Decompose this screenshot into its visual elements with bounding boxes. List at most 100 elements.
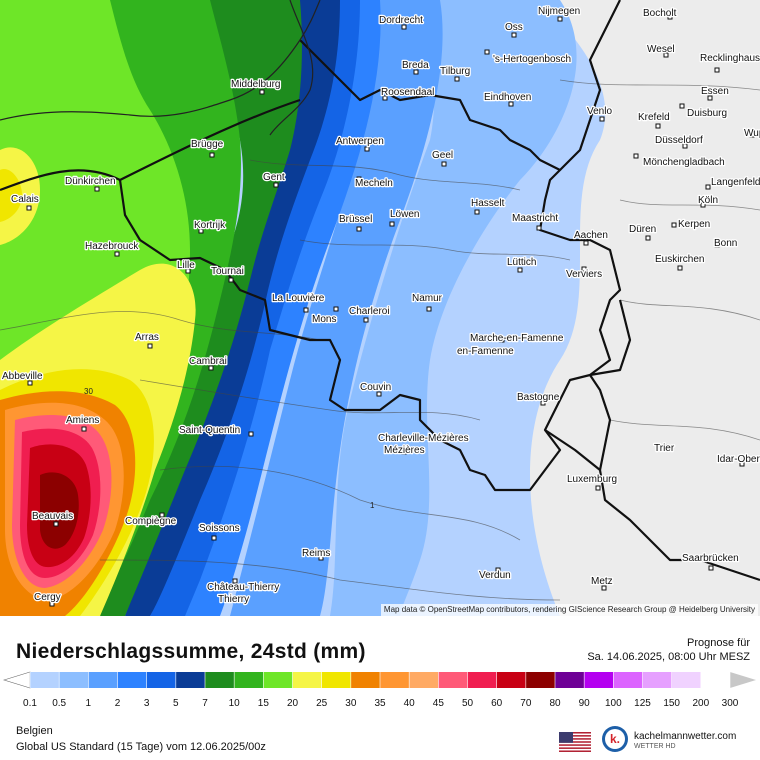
scale-swatch bbox=[380, 672, 410, 688]
city-marker[interactable]: Tournai bbox=[210, 265, 245, 283]
kachelmann-logo-icon[interactable]: k. bbox=[602, 726, 628, 752]
city-marker[interactable]: Compiègne bbox=[124, 512, 178, 528]
scale-swatch bbox=[671, 672, 702, 688]
city-marker[interactable]: Saarbrücken bbox=[681, 552, 740, 571]
svg-text:Maastricht: Maastricht bbox=[512, 213, 558, 224]
city-marker[interactable]: Recklinghausen bbox=[699, 52, 760, 73]
city-marker[interactable]: Duisburg bbox=[679, 103, 728, 120]
city-marker[interactable]: Tilburg bbox=[439, 65, 472, 82]
scale-swatch bbox=[30, 672, 60, 688]
city-marker[interactable]: Mons bbox=[311, 306, 339, 326]
city-marker[interactable]: Bonn bbox=[713, 237, 739, 251]
band-0-5 bbox=[330, 0, 577, 616]
city-marker[interactable]: Essen bbox=[700, 85, 730, 101]
scale-tick-label: 60 bbox=[491, 698, 503, 709]
color-scale-bar bbox=[2, 671, 756, 689]
svg-text:Löwen: Löwen bbox=[390, 209, 419, 220]
svg-text:Reims: Reims bbox=[302, 548, 330, 559]
city-marker[interactable]: Löwen bbox=[389, 208, 421, 227]
city-marker[interactable]: Abbeville bbox=[1, 370, 44, 386]
city-marker[interactable]: Cergy bbox=[33, 591, 62, 607]
svg-text:Trier: Trier bbox=[654, 443, 675, 454]
scale-tick-label: 70 bbox=[520, 698, 532, 709]
svg-text:Saint-Quentin: Saint-Quentin bbox=[179, 425, 240, 436]
city-marker[interactable]: Wesel bbox=[646, 43, 676, 58]
city-marker[interactable]: Kortrijk bbox=[193, 219, 227, 234]
city-marker[interactable]: Oss bbox=[504, 21, 524, 38]
city-marker[interactable]: Calais bbox=[10, 193, 40, 211]
svg-text:Nijmegen: Nijmegen bbox=[538, 6, 580, 17]
city-marker[interactable]: Breda bbox=[401, 59, 430, 75]
city-marker[interactable]: Idar-Oberstein bbox=[716, 453, 760, 467]
city-marker[interactable]: Charleroi bbox=[348, 305, 391, 323]
precipitation-map[interactable]: Dordrecht Nijmegen Bocholt Oss Wesel Bre… bbox=[0, 0, 760, 616]
scale-swatch bbox=[496, 672, 527, 688]
city-marker[interactable]: Beauvais bbox=[31, 510, 74, 527]
city-marker[interactable]: Kerpen bbox=[671, 218, 712, 231]
city-marker[interactable]: Bocholt bbox=[642, 7, 678, 21]
city-marker[interactable]: Soissons bbox=[198, 522, 241, 541]
svg-text:Breda: Breda bbox=[402, 60, 429, 71]
city-marker[interactable]: Metz bbox=[590, 575, 614, 591]
city-marker[interactable]: Antwerpen bbox=[335, 135, 385, 152]
city-marker[interactable]: Geel bbox=[431, 149, 454, 167]
city-marker[interactable]: Luxemburg bbox=[566, 473, 618, 491]
scale-swatch bbox=[88, 672, 118, 688]
city-marker[interactable]: Brügge bbox=[190, 138, 225, 158]
city-marker[interactable]: Gent bbox=[262, 171, 286, 188]
svg-text:Middelburg: Middelburg bbox=[231, 79, 280, 90]
svg-text:Metz: Metz bbox=[591, 576, 613, 587]
city-marker[interactable]: Charleville-Mézières bbox=[377, 432, 470, 455]
city-marker[interactable]: Wuppertal bbox=[743, 127, 760, 141]
city-marker[interactable]: Reims bbox=[301, 547, 332, 561]
city-marker[interactable]: Lüttich bbox=[506, 256, 538, 273]
city-marker[interactable]: Lille bbox=[176, 259, 197, 274]
city-marker[interactable]: Mecheln bbox=[354, 176, 394, 190]
svg-text:Namur: Namur bbox=[412, 293, 443, 304]
city-marker[interactable]: Verviers bbox=[565, 266, 603, 281]
city-marker[interactable]: Marche-en-Famenne bbox=[469, 332, 565, 346]
city-marker[interactable]: La Louvière bbox=[271, 292, 326, 313]
city-marker[interactable]: Eindhoven bbox=[483, 91, 533, 107]
city-marker[interactable]: Namur bbox=[411, 292, 444, 312]
city-marker[interactable]: Dünkirchen bbox=[64, 175, 117, 192]
city-marker[interactable]: Maastricht bbox=[511, 212, 560, 231]
svg-text:Bocholt: Bocholt bbox=[643, 8, 677, 19]
city-marker[interactable]: Trier bbox=[653, 442, 676, 456]
city-marker[interactable]: Cambrai bbox=[188, 355, 228, 371]
city-marker[interactable]: Düren bbox=[628, 223, 658, 241]
city-marker[interactable]: Nijmegen bbox=[537, 5, 582, 22]
scale-tick-label: 90 bbox=[578, 698, 590, 709]
city-marker[interactable]: Euskirchen bbox=[654, 253, 706, 271]
city-marker[interactable]: Bastogne bbox=[516, 391, 561, 406]
city-marker[interactable]: Arras bbox=[134, 331, 160, 349]
city-marker[interactable]: Hasselt bbox=[470, 197, 506, 215]
city-marker[interactable]: Köln bbox=[697, 194, 719, 208]
brand-name[interactable]: kachelmannwetter.com bbox=[634, 731, 737, 742]
city-marker[interactable]: Couvin bbox=[359, 381, 392, 397]
city-marker[interactable]: 's-Hertogenbosch bbox=[484, 49, 572, 66]
city-marker[interactable]: Langenfeld bbox=[705, 176, 760, 190]
svg-text:Tilburg: Tilburg bbox=[440, 66, 470, 77]
city-marker[interactable]: Saint-Quentin bbox=[178, 424, 254, 437]
city-marker[interactable]: Middelburg bbox=[230, 78, 282, 95]
city-marker[interactable]: Château-Thierry bbox=[206, 578, 281, 594]
scale-swatch bbox=[525, 672, 556, 688]
city-marker[interactable]: Mönchengladbach bbox=[633, 153, 726, 169]
scale-swatch bbox=[205, 672, 235, 688]
city-marker[interactable]: Dordrecht bbox=[378, 14, 424, 30]
city-marker[interactable]: Hazebrouck bbox=[84, 240, 141, 257]
svg-text:Amiens: Amiens bbox=[66, 415, 99, 426]
scale-tick-label: 0.5 bbox=[52, 698, 67, 709]
svg-text:Oss: Oss bbox=[505, 22, 523, 33]
city-marker[interactable]: Aachen bbox=[573, 229, 609, 246]
city-marker[interactable]: Düsseldorf bbox=[654, 134, 704, 149]
city-marker[interactable]: Roosendaal bbox=[380, 86, 436, 101]
city-marker[interactable]: Verdun bbox=[478, 567, 512, 582]
scale-swatch bbox=[642, 672, 673, 688]
city-marker[interactable]: Venlo bbox=[586, 105, 614, 122]
city-marker[interactable]: Brüssel bbox=[338, 213, 374, 232]
city-marker[interactable]: Krefeld bbox=[637, 111, 671, 129]
city-marker[interactable]: Amiens bbox=[65, 414, 101, 432]
scale-tick-label: 30 bbox=[345, 698, 357, 709]
